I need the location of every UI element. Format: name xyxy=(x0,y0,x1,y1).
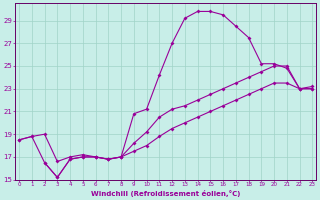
X-axis label: Windchill (Refroidissement éolien,°C): Windchill (Refroidissement éolien,°C) xyxy=(91,190,240,197)
